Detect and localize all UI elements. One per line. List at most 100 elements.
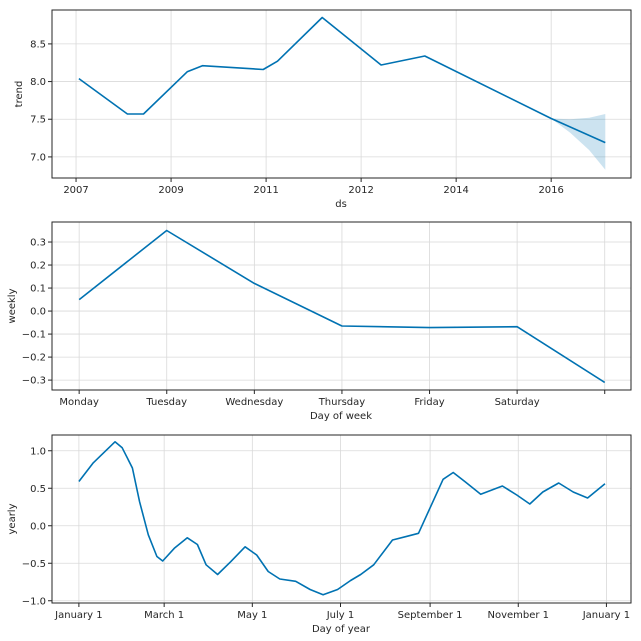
trend-data-point xyxy=(321,17,323,19)
weekly-xtick-label: Friday xyxy=(414,397,444,408)
trend-axes-frame xyxy=(51,9,632,179)
trend-xtick-label: 2016 xyxy=(538,185,563,196)
yearly-xtick-label: November 1 xyxy=(487,610,549,621)
weekly-ytick-label: 0.1 xyxy=(30,284,46,295)
yearly-data-point xyxy=(360,574,362,576)
trend-xtick-label: 2009 xyxy=(158,185,183,196)
weekly-xtick-label: Thursday xyxy=(318,397,366,408)
trend-data-point xyxy=(186,71,188,73)
yearly-ytick-label: −1.0 xyxy=(22,596,46,607)
trend-ylabel: trend xyxy=(14,81,25,108)
yearly-data-point xyxy=(587,497,589,499)
weekly-data-point xyxy=(429,327,431,329)
yearly-data-point xyxy=(529,503,531,505)
weekly-ytick-label: 0.0 xyxy=(30,307,46,318)
yearly-data-point xyxy=(139,501,141,503)
yearly-data-point xyxy=(148,534,150,536)
yearly-data-point xyxy=(604,483,606,485)
weekly-ytick-label: −0.2 xyxy=(22,353,46,364)
weekly-ylabel: weekly xyxy=(7,288,18,323)
weekly-data-point xyxy=(604,382,606,384)
yearly-data-point xyxy=(156,556,158,558)
yearly-data-point xyxy=(542,491,544,493)
yearly-data-point xyxy=(205,564,207,566)
trend-data-point xyxy=(127,113,129,115)
yearly-gridlines xyxy=(52,435,631,603)
weekly-data-point xyxy=(516,326,518,328)
yearly-data-point xyxy=(295,581,297,583)
weekly-series-line xyxy=(78,229,606,384)
yearly-data-point xyxy=(337,589,339,591)
yearly-xtick-label: March 1 xyxy=(144,610,184,621)
yearly-xtick-label: January 1 xyxy=(54,610,102,621)
trend-data-point xyxy=(605,142,607,144)
yearly-data-point xyxy=(121,447,123,449)
weekly-ytick-label: 0.2 xyxy=(30,261,46,272)
trend-uncertainty-band xyxy=(551,114,606,170)
yearly-data-point xyxy=(502,485,504,487)
weekly-xtick-label: Saturday xyxy=(495,397,540,408)
yearly-data-point xyxy=(267,571,269,573)
yearly-data-point xyxy=(572,491,574,493)
yearly-data-point xyxy=(162,560,164,562)
trend-data-point xyxy=(78,78,80,80)
yearly-ytick-label: −0.5 xyxy=(22,559,46,570)
yearly-panel: Day of year yearly January 1 March 1 May 1… xyxy=(7,434,632,635)
weekly-axes-frame xyxy=(51,221,632,391)
yearly-data-point xyxy=(230,561,232,563)
yearly-data-point xyxy=(174,548,176,550)
weekly-data-point xyxy=(341,325,343,327)
yearly-data-point xyxy=(392,539,394,541)
yearly-ytick-label: 1.0 xyxy=(30,446,46,457)
yearly-data-point xyxy=(93,462,95,464)
trend-xtick-label: 2012 xyxy=(348,185,373,196)
trend-xtick-label: 2014 xyxy=(443,185,468,196)
yearly-ytick-label: 0.5 xyxy=(30,484,46,495)
yearly-data-point xyxy=(464,481,466,483)
trend-data-point xyxy=(277,60,279,62)
yearly-data-point xyxy=(516,494,518,496)
trend-ytick-label: 7.0 xyxy=(30,152,46,163)
yearly-data-point xyxy=(452,472,454,474)
yearly-data-point xyxy=(197,544,199,546)
yearly-data-point xyxy=(350,580,352,582)
trend-xlabel: ds xyxy=(335,199,347,210)
trend-data-point xyxy=(380,64,382,66)
yearly-xtick-label: May 1 xyxy=(237,610,267,621)
weekly-data-point xyxy=(78,299,80,301)
weekly-ytick-label: −0.1 xyxy=(22,330,46,341)
yearly-ylabel: yearly xyxy=(7,503,18,534)
yearly-xtick-label: September 1 xyxy=(398,610,463,621)
yearly-data-point xyxy=(480,494,482,496)
yearly-ytick-label: 0.0 xyxy=(30,521,46,532)
yearly-data-point xyxy=(244,546,246,548)
yearly-data-point xyxy=(279,578,281,580)
yearly-data-point xyxy=(217,574,219,576)
yearly-series-line xyxy=(78,441,606,596)
weekly-ytick-label: −0.3 xyxy=(22,376,46,387)
trend-xtick-label: 2007 xyxy=(63,185,88,196)
trend-gridlines xyxy=(52,10,631,178)
trend-data-point xyxy=(424,55,426,57)
trend-ytick-label: 7.5 xyxy=(30,115,46,126)
yearly-data-point xyxy=(406,536,408,538)
trend-ytick-label: 8.0 xyxy=(30,77,46,88)
yearly-data-point xyxy=(256,554,258,556)
trend-panel: ds trend 2007 2009 2011 2012 2014 2016 7.0 7.5 8… xyxy=(14,9,632,210)
trend-series-line xyxy=(78,16,606,144)
weekly-gridlines xyxy=(52,222,631,390)
yearly-data-point xyxy=(373,564,375,566)
trend-data-point xyxy=(550,118,552,120)
trend-data-point xyxy=(262,69,264,71)
weekly-ytick-label: 0.3 xyxy=(30,238,46,249)
yearly-data-point xyxy=(442,479,444,481)
yearly-data-point xyxy=(418,533,420,535)
weekly-xtick-label: Tuesday xyxy=(145,397,187,408)
yearly-data-point xyxy=(132,467,134,469)
yearly-xlabel: Day of year xyxy=(312,624,371,635)
yearly-xtick-label: July 1 xyxy=(326,610,355,621)
yearly-xtick-label: January 1 xyxy=(582,610,630,621)
yearly-data-point xyxy=(309,589,311,591)
yearly-data-point xyxy=(78,481,80,483)
weekly-xtick-label: Wednesday xyxy=(225,397,283,408)
